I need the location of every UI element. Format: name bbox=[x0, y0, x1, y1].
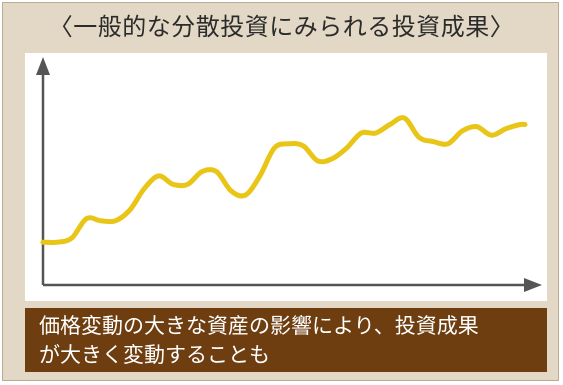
caption-line-2: が大きく変動することも bbox=[39, 343, 270, 367]
caption-line-1: 価格変動の大きな資産の影響により、投資成果 bbox=[39, 314, 479, 338]
series-layer bbox=[40, 115, 528, 246]
plot-area bbox=[25, 53, 547, 301]
caption-box: 価格変動の大きな資産の影響により、投資成果 が大きく変動することも bbox=[25, 308, 547, 372]
chart-title: 〈一般的な分散投資にみられる投資成果〉 bbox=[48, 13, 515, 41]
chart-panel: 〈一般的な分散投資にみられる投資成果〉 価格変動の大きな資産の影響により、投資成… bbox=[2, 2, 559, 381]
line-chart bbox=[36, 57, 542, 292]
x-axis-arrow-icon bbox=[524, 278, 542, 292]
series-line-0 bbox=[40, 115, 528, 246]
y-axis-arrow-icon bbox=[36, 57, 50, 75]
